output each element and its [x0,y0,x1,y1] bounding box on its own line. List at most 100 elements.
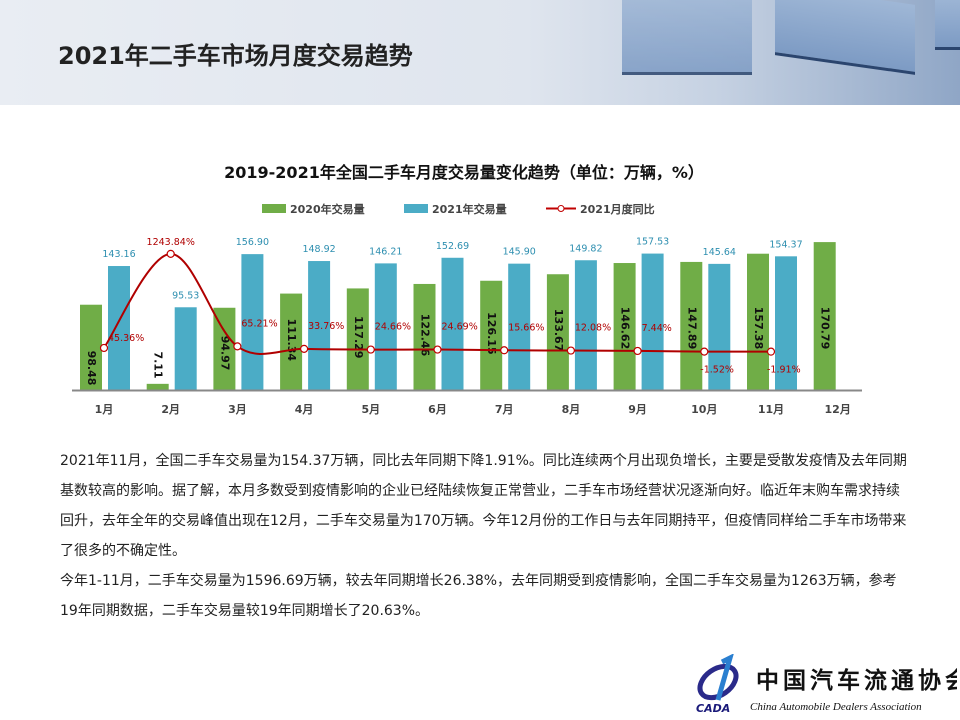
decorative-cube [622,0,752,75]
bar-2020 [813,242,836,390]
yoy-marker [233,342,242,351]
bar-2021-label: 152.69 [436,241,469,252]
bar-2020-label: 147.89 [685,307,698,349]
bar-2021 [108,266,130,390]
bar-2021 [374,263,397,390]
bar-2020 [346,288,369,390]
legend-swatch-2021 [404,204,428,213]
bar-2020 [413,283,436,390]
yoy-marker [633,346,642,356]
bar-2021-label: 149.82 [569,243,602,254]
paragraph: 今年1-11月，二手车交易量为1596.69万辆，较去年同期增长26.38%，去… [60,573,897,619]
bar-2020 [546,274,569,390]
bar-2021 [775,256,797,390]
x-tick-label: 4月 [295,403,314,416]
yoy-marker [366,345,375,354]
bar-2020-label: 111.34 [285,319,298,362]
decorative-cube [935,0,960,50]
svg-text:China Automobile Dealers Assoc: China Automobile Dealers Association [750,701,922,713]
bar-2020-label: 117.29 [352,316,365,358]
bar-2020-label: 98.48 [85,351,98,386]
legend-marker-yoy [557,205,565,212]
bar-2021 [708,263,731,390]
x-tick-label: 12月 [825,403,851,416]
bar-2020-label: 122.46 [419,314,432,357]
yoy-label: 45.36% [108,333,144,344]
bar-2021-label: 145.64 [703,247,736,258]
bar-2020-label: 126.15 [485,312,498,354]
bar-2021 [508,263,531,390]
bar-2020 [613,263,636,390]
legend-label-2021: 2021年交易量 [432,202,507,216]
bar-2020-label: 7.11 [152,351,165,378]
bar-2020-label: 94.97 [218,336,231,371]
yoy-marker [99,343,109,353]
yoy-label: 24.69% [442,322,478,333]
yoy-marker [433,345,442,354]
yoy-marker [700,347,709,356]
yoy-marker [566,346,576,355]
yoy-label: 12.08% [575,323,611,334]
x-tick-label: 9月 [628,403,647,416]
yoy-label: 65.21% [241,318,277,329]
bar-2020 [80,304,102,390]
bar-2021-label: 156.90 [236,237,269,248]
yoy-label: 1243.84% [147,237,195,248]
legend: 2020年交易量 2021年交易量 2021月度同比 [262,202,655,216]
yoy-label: 7.44% [642,323,672,334]
x-tick-label: 10月 [691,403,717,416]
bar-2020-label: 146.62 [619,307,632,349]
yoy-marker [766,347,776,356]
decorative-cube [775,0,915,75]
bar-2021 [241,254,264,390]
cada-logo: CADA 中国汽车流通协会 China Automobile Dealers A… [692,653,960,716]
bar-2021-label: 154.37 [769,239,802,250]
x-tick-label: 2月 [161,403,180,416]
bar-2021-label: 143.16 [102,249,135,260]
bar-2020 [146,383,169,390]
svg-text:中国汽车流通协会: 中国汽车流通协会 [756,667,957,694]
bar-2021-label: 145.90 [503,247,536,258]
svg-text:CADA: CADA [696,702,730,715]
paragraph: 2021年11月，全国二手车交易量为154.37万辆，同比去年同期下降1.91%… [60,453,907,559]
bar-2020 [747,253,769,390]
header-banner: 2021年二手车市场月度交易趋势 [0,0,960,105]
bar-2020-label: 133.67 [552,309,565,351]
bar-2021-label: 148.92 [302,244,335,255]
yoy-marker [500,346,509,355]
bar-2021 [308,261,331,390]
yoy-label: 15.66% [508,322,544,333]
x-tick-label: 5月 [361,403,380,416]
bar-2020 [480,280,503,390]
bar-2021 [441,257,464,390]
legend-label-2020: 2020年交易量 [290,202,365,216]
bar-2021 [574,260,597,390]
chart-title: 2019-2021年全国二手车月度交易量变化趋势（单位：万辆，%） [224,163,704,182]
x-tick-label: 6月 [428,403,447,416]
x-tick-label: 8月 [562,403,581,416]
bar-2021 [641,253,664,390]
bar-2020-label: 157.38 [752,307,765,349]
yoy-label: -1.52% [700,365,734,376]
bar-2020 [213,307,236,390]
bar-2020 [680,261,703,390]
x-tick-label: 11月 [758,403,784,416]
yoy-label: 24.66% [375,322,411,333]
bar-2021 [174,307,197,390]
yoy-label: -1.91% [767,365,801,376]
yoy-line [103,252,772,355]
bar-2021-label: 157.53 [636,237,669,248]
legend-swatch-2020 [262,204,286,213]
x-tick-label: 7月 [495,403,514,416]
legend-label-yoy: 2021月度同比 [580,202,655,216]
bar-2021-label: 146.21 [369,246,402,257]
x-tick-label: 3月 [228,403,247,416]
chart: 2019-2021年全国二手车月度交易量变化趋势（单位：万辆，%） 2020年交… [72,163,862,416]
yoy-label: 33.76% [308,321,344,332]
yoy-marker [300,344,309,353]
body-text: 2021年11月，全国二手车交易量为154.37万辆，同比去年同期下降1.91%… [60,446,910,626]
x-tick-label: 1月 [95,403,114,416]
bar-2020-label: 170.79 [819,307,832,349]
bar-2020 [280,293,303,390]
page-title: 2021年二手车市场月度交易趋势 [58,42,413,70]
